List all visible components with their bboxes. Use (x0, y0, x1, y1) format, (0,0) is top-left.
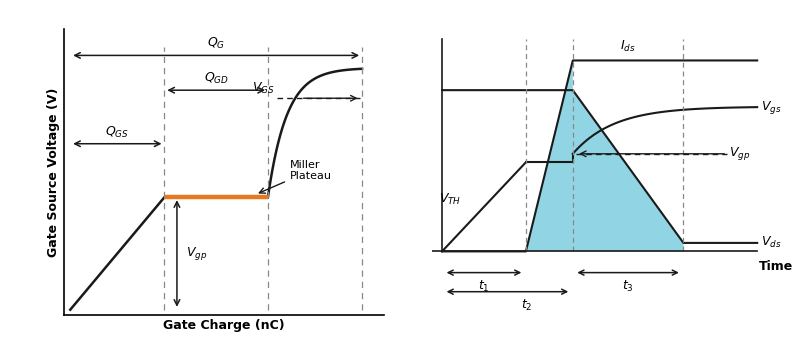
X-axis label: Gate Charge (nC): Gate Charge (nC) (163, 319, 285, 332)
Text: $Q_G$: $Q_G$ (207, 36, 226, 52)
Text: $I_{ds}$: $I_{ds}$ (620, 39, 636, 54)
Text: $t_1$: $t_1$ (478, 279, 490, 294)
Text: $Q_{GD}$: $Q_{GD}$ (204, 71, 229, 86)
Text: $V_{GS}$: $V_{GS}$ (251, 81, 274, 96)
Text: $V_{gp}$: $V_{gp}$ (186, 245, 208, 262)
Y-axis label: Gate Source Voltage (V): Gate Source Voltage (V) (47, 87, 60, 257)
Text: $V_{gp}$: $V_{gp}$ (729, 145, 750, 162)
Text: $t_3$: $t_3$ (622, 279, 634, 294)
Text: $Q_{GS}$: $Q_{GS}$ (106, 125, 130, 140)
Polygon shape (526, 61, 683, 251)
Text: $V_{gs}$: $V_{gs}$ (761, 99, 781, 116)
Text: $V_{ds}$: $V_{ds}$ (761, 235, 781, 251)
Text: $t_2$: $t_2$ (521, 298, 532, 313)
Text: Time: Time (759, 260, 793, 273)
Text: $V_{TH}$: $V_{TH}$ (438, 192, 461, 207)
Text: Miller
Plateau: Miller Plateau (259, 160, 332, 193)
